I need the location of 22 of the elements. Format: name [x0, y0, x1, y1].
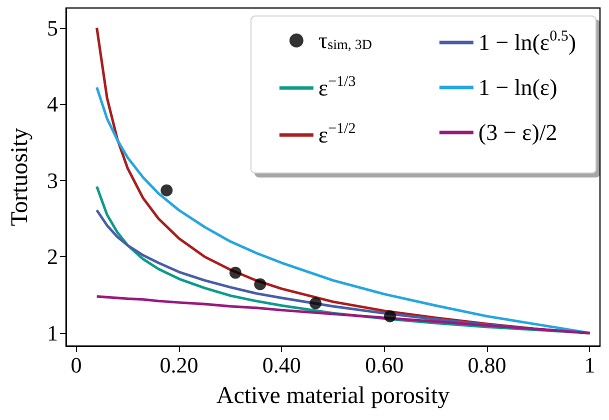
legend-label: 1 − ln(ε) [478, 75, 558, 100]
point [160, 184, 173, 196]
x-tick-label: 0.80 [468, 352, 506, 378]
y-tick-label: 4 [47, 92, 58, 117]
y-tick-label: 3 [47, 168, 58, 193]
y-tick-label: 2 [47, 244, 58, 270]
x-tick-label: 0.40 [262, 352, 301, 378]
y-axis-title: Tortuosity [7, 128, 33, 226]
x-tick-label: 1 [584, 352, 596, 378]
point [254, 278, 266, 290]
y-tick-label: 1 [47, 320, 58, 346]
point [229, 266, 242, 279]
y-tick-label: 5 [47, 15, 58, 40]
point [310, 297, 322, 310]
line-series [96, 295, 592, 334]
point [384, 310, 396, 322]
x-tick-label: 0.60 [365, 352, 404, 378]
x-tick-label: 0.20 [160, 352, 198, 378]
legend-label: (3 − ε)/2 [478, 120, 558, 145]
x-tick-label: 0 [70, 352, 82, 378]
x-axis-title: Active material porosity [216, 383, 450, 409]
legend-label: τsim, 3D [318, 28, 372, 53]
